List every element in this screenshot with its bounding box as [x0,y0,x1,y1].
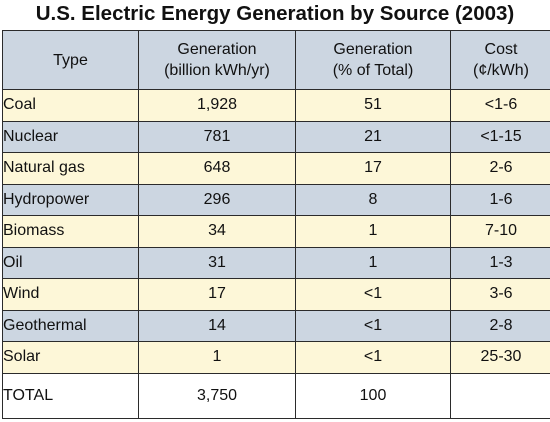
energy-table: Type Generation (billion kWh/yr) Generat… [2,30,550,419]
cell-cost: <1-6 [450,89,550,122]
header-generation-percent-line2: (% of Total) [332,62,414,79]
cell-generation: 1,928 [138,89,296,122]
cell-percent: <1 [295,309,451,342]
header-cost-line2: (¢/kWh) [473,62,529,79]
table-row-natural-gas: Natural gas 648 17 2-6 [2,152,550,185]
table-row-biomass: Biomass 34 1 7-10 [2,215,550,248]
table-row-geothermal: Geothermal 14 <1 2-8 [2,309,550,342]
cell-cost: 2-8 [450,309,550,342]
cell-percent: 8 [295,183,451,216]
table-row-coal: Coal 1,928 51 <1-6 [2,89,550,122]
cell-type: Geothermal [2,309,139,342]
header-generation-kwh: Generation (billion kWh/yr) [138,30,296,90]
table-row-solar: Solar 1 <1 25-30 [2,341,550,374]
cell-percent: 100 [295,372,451,419]
header-row: Type Generation (billion kWh/yr) Generat… [2,30,550,90]
cell-cost: 25-30 [450,341,550,374]
header-type: Type [2,30,139,90]
cell-cost: 1-6 [450,183,550,216]
header-generation-kwh-line2: (billion kWh/yr) [164,62,270,79]
cell-cost: <1-15 [450,120,550,153]
cell-percent: <1 [295,341,451,374]
header-generation-percent-line1: Generation [333,41,413,58]
cell-percent: <1 [295,278,451,311]
cell-type: TOTAL [2,372,139,419]
cell-generation: 34 [138,215,296,248]
cell-generation: 1 [138,341,296,374]
cell-percent: 51 [295,89,451,122]
cell-generation: 3,750 [138,372,296,419]
table-row-oil: Oil 31 1 1-3 [2,246,550,279]
cell-generation: 296 [138,183,296,216]
cell-cost: 2-6 [450,152,550,185]
cell-cost: 3-6 [450,278,550,311]
cell-type: Coal [2,89,139,122]
table-title: U.S. Electric Energy Generation by Sourc… [35,2,515,25]
header-cost: Cost (¢/kWh) [450,30,550,90]
cell-generation: 648 [138,152,296,185]
cell-generation: 17 [138,278,296,311]
header-generation-percent: Generation (% of Total) [295,30,451,90]
cell-type: Solar [2,341,139,374]
table-row-nuclear: Nuclear 781 21 <1-15 [2,120,550,153]
cell-type: Hydropower [2,183,139,216]
cell-percent: 21 [295,120,451,153]
header-type-line1: Type [53,51,88,69]
cell-type: Wind [2,278,139,311]
header-cost-line1: Cost [484,41,518,58]
cell-cost [450,372,550,419]
cell-type: Natural gas [2,152,139,185]
cell-type: Oil [2,246,139,279]
table-row-hydropower: Hydropower 296 8 1-6 [2,183,550,216]
cell-generation: 781 [138,120,296,153]
cell-generation: 31 [138,246,296,279]
cell-percent: 1 [295,246,451,279]
cell-type: Biomass [2,215,139,248]
cell-percent: 17 [295,152,451,185]
table-row-total: TOTAL 3,750 100 [2,372,550,419]
cell-cost: 1-3 [450,246,550,279]
cell-type: Nuclear [2,120,139,153]
header-generation-kwh-line1: Generation [177,41,257,58]
cell-cost: 7-10 [450,215,550,248]
cell-generation: 14 [138,309,296,342]
table-row-wind: Wind 17 <1 3-6 [2,278,550,311]
cell-percent: 1 [295,215,451,248]
